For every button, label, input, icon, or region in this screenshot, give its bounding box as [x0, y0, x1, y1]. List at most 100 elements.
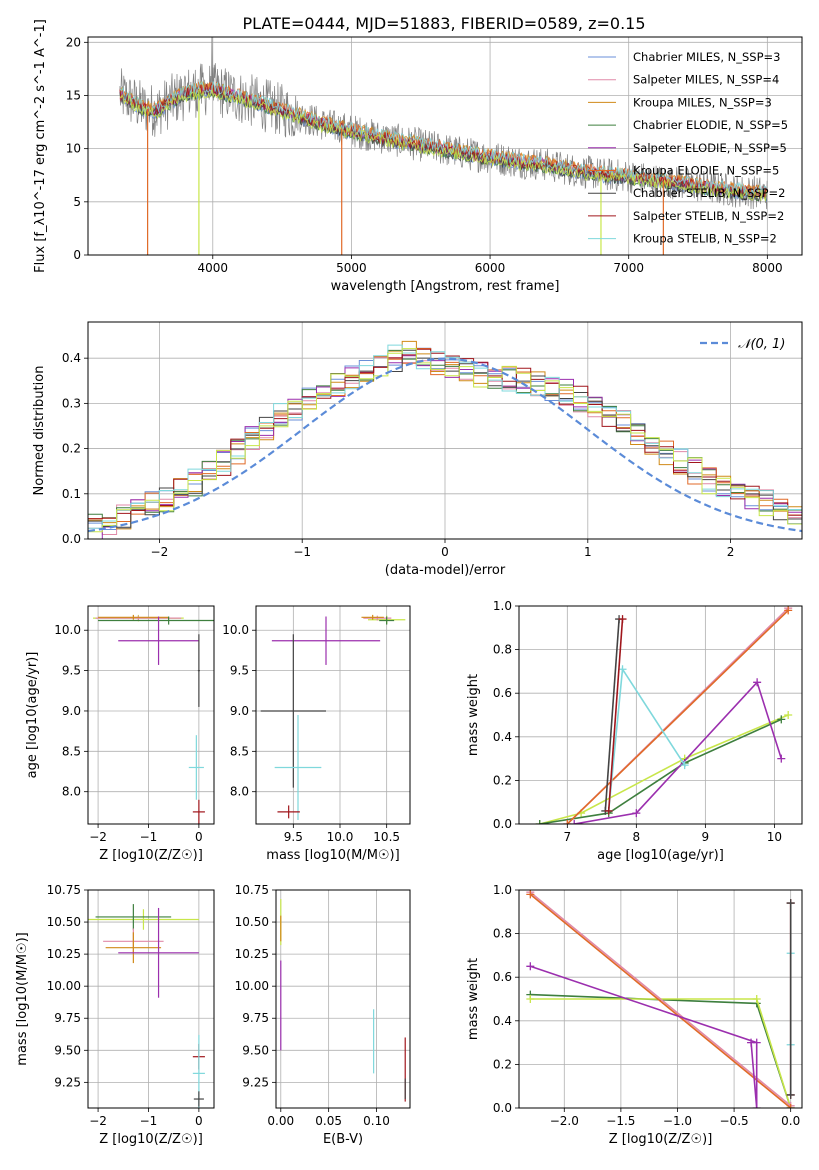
weight-vs-Z-xtick-label: −0.5 [720, 1114, 749, 1128]
spectrum-legend-label: Chabrier STELIB, N_SSP=2 [633, 186, 785, 200]
weight-vs-age-series [563, 606, 793, 824]
weight-vs-age-xtick-label: 9 [702, 830, 710, 844]
weight-vs-age-series-marker [618, 665, 627, 674]
weight-vs-age-ytick-label: 0.2 [493, 773, 512, 787]
weight-vs-age-series-marker [680, 761, 689, 770]
residuals-xtick-label: 1 [584, 545, 592, 559]
weight-vs-Z-ylabel: mass weight [466, 958, 481, 1040]
weight-vs-age-series [570, 678, 786, 824]
age-vs-mass-ytick-label: 10.0 [222, 623, 249, 637]
mass-vs-ebv-ytick-label: 10.25 [235, 947, 269, 961]
spectrum-ytick-label: 10 [66, 142, 81, 156]
weight-vs-Z-frame [518, 889, 803, 1109]
mass-vs-ebv-xlabel: E(B-V) [323, 1132, 363, 1147]
spectrum-legend-label: Kroupa STELIB, N_SSP=2 [633, 232, 777, 246]
weight-vs-age-axes: 7 8 9 10 0.0 0.2 0.4 0.6 0.8 1.0 [493, 599, 802, 844]
age-vs-mass-ytick-label: 9.0 [230, 704, 249, 718]
mass-vs-Z-xtick-label: −1 [140, 1114, 158, 1128]
residuals-hist-line-9 [88, 348, 802, 533]
weight-vs-age-series-marker [753, 678, 762, 687]
weight-vs-Z-plot [526, 890, 795, 1108]
residuals-ytick-label: 0.2 [62, 442, 81, 456]
residuals-xlabel: (data-model)/error [385, 563, 506, 578]
spectrum-legend-label: Salpeter ELODIE, N_SSP=5 [633, 141, 787, 155]
weight-vs-Z-series-marker [786, 899, 795, 908]
mass-vs-Z-point [118, 907, 199, 998]
weight-vs-age-xlabel: age [log10(age/yr)] [597, 848, 724, 863]
residuals-ytick-label: 0.4 [62, 351, 81, 365]
age-vs-mass-xlabel: mass [log10(M/M☉)] [266, 848, 399, 863]
weight-vs-Z-series-line [530, 965, 758, 1108]
spectrum-ylabel: Flux [f_λ10^-17 erg cm^-2 s^-1 A^-1] [33, 19, 48, 273]
mass-vs-Z-frame [87, 889, 215, 1109]
residuals-legend-label: 𝒩(0, 1) [738, 337, 785, 352]
weight-vs-age-series-marker [563, 820, 572, 824]
residuals-plot [88, 340, 802, 539]
mass-vs-ebv-xtick-label: 0.00 [267, 1114, 294, 1128]
spectrum-ytick-label: 0 [73, 248, 81, 262]
age-vs-mass-point [260, 634, 326, 788]
mass-vs-ebv-ytick-label: 9.75 [242, 1011, 269, 1025]
age-vs-mass-ytick-label: 9.5 [230, 664, 249, 678]
spectrum-legend-label: Kroupa MILES, N_SSP=3 [633, 95, 772, 109]
figure-title: PLATE=0444, MJD=51883, FIBERID=0589, z=0… [242, 14, 645, 33]
mass-vs-Z-xlabel: Z [log10(Z/Z☉)] [99, 1132, 203, 1147]
spectrum-ytick-label: 20 [66, 35, 81, 49]
weight-vs-Z-xtick-label: −2.0 [550, 1114, 579, 1128]
spectrum-xtick-label: 8000 [752, 261, 783, 275]
weight-vs-age-series-line [566, 609, 789, 824]
age-vs-mass-xtick-label: 10.5 [373, 830, 400, 844]
age-vs-Z-point [95, 615, 182, 621]
residuals-ytick-label: 0.3 [62, 396, 81, 410]
mass-vs-ebv-axes: 0.00 0.05 0.10 9.25 9.50 9.75 10.00 10.25 10.50 1… [235, 883, 410, 1128]
mass-vs-Z-ytick-label: 9.25 [54, 1075, 81, 1089]
age-vs-mass-point [277, 805, 300, 819]
residuals-frame [87, 321, 803, 540]
mass-vs-ebv-frame [275, 889, 411, 1109]
weight-vs-age-series-marker [535, 820, 544, 824]
spectrum-legend-label: Chabrier ELODIE, N_SSP=5 [633, 118, 788, 132]
spectrum-ytick-label: 5 [73, 195, 81, 209]
weight-vs-age-series-line [539, 718, 782, 824]
mass-vs-Z-ytick-label: 9.75 [54, 1011, 81, 1025]
weight-vs-Z-series-marker [526, 962, 535, 971]
age-vs-Z-xtick-label: −1 [140, 830, 158, 844]
age-vs-mass-point [271, 616, 381, 665]
weight-vs-age-plot [535, 606, 793, 824]
age-vs-Z-point [197, 634, 200, 707]
weight-vs-Z-ytick-label: 0.4 [493, 1014, 512, 1028]
residuals-hist-line-8 [88, 344, 802, 529]
weight-vs-age-ytick-label: 0.8 [493, 643, 512, 657]
residuals-legend: 𝒩(0, 1) [700, 337, 785, 352]
weight-vs-Z-series-marker [752, 1104, 761, 1108]
age-vs-Z-axes: −2 −1 0 8.0 8.5 9.0 9.5 10.0 [54, 606, 214, 844]
mass-vs-Z-ytick-label: 10.50 [47, 915, 81, 929]
residuals-normal-curve [88, 357, 802, 533]
age-vs-Z-ylabel: age [log10(age/yr)] [25, 652, 40, 779]
residuals-ylabel: Normed distribution [32, 366, 47, 496]
weight-vs-Z-ytick-label: 0.0 [493, 1101, 512, 1115]
weight-vs-age-series-line [539, 714, 789, 824]
weight-vs-age-series-line [607, 666, 686, 811]
age-vs-Z-xlabel: Z [log10(Z/Z☉)] [99, 848, 203, 863]
weight-vs-Z-series [786, 899, 795, 1099]
weight-vs-Z-series-marker [786, 1090, 795, 1099]
weight-vs-Z-series-line [529, 891, 792, 1107]
weight-vs-Z-series-marker [786, 1104, 795, 1108]
mass-vs-ebv-plot [280, 898, 406, 1102]
mass-vs-ebv-ytick-label: 9.25 [242, 1075, 269, 1089]
spectrum-xtick-label: 7000 [613, 261, 644, 275]
weight-vs-Z-ytick-label: 0.8 [493, 927, 512, 941]
weight-vs-age-ytick-label: 0.6 [493, 686, 512, 700]
age-vs-mass-point [274, 715, 322, 820]
spectrum-frame [87, 36, 803, 256]
mass-vs-Z-ylabel: mass [log10(M/M☉)] [15, 932, 30, 1065]
mass-vs-ebv-xtick-label: 0.10 [363, 1114, 390, 1128]
age-vs-Z-point [118, 616, 199, 665]
residuals-axes: −2 −1 0 1 2 0.0 0.1 0.2 0.3 0.4 [62, 322, 802, 559]
age-vs-Z-point [188, 735, 204, 800]
age-vs-Z-ytick-label: 10.0 [54, 623, 81, 637]
weight-vs-age-ylabel: mass weight [466, 674, 481, 756]
age-vs-mass-ytick-label: 8.5 [230, 744, 249, 758]
